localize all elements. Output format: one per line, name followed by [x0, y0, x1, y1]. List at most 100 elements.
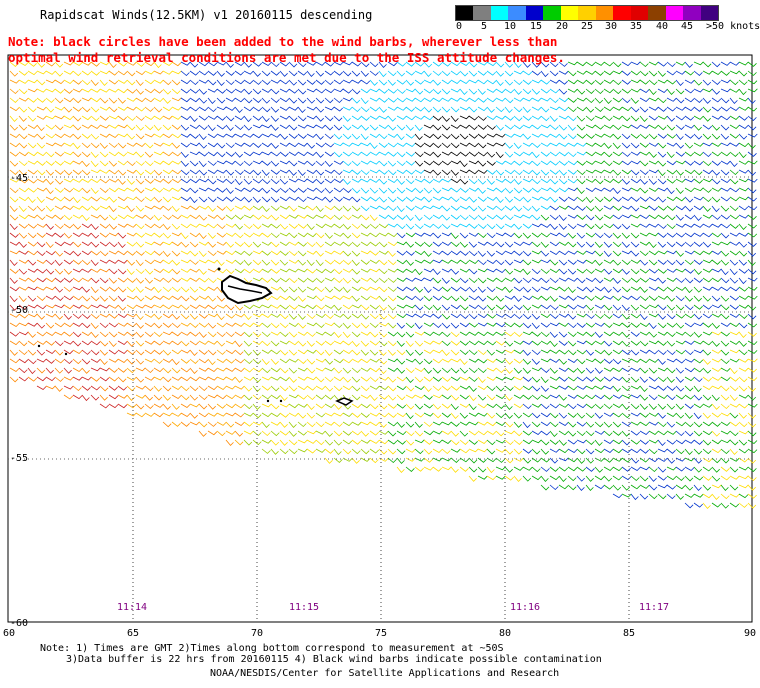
wind-barb — [378, 394, 388, 400]
wind-barb — [162, 322, 172, 328]
wind-barb — [279, 223, 289, 230]
wind-barb — [180, 160, 189, 167]
wind-barb — [9, 124, 18, 131]
wind-barb — [198, 268, 207, 275]
wind-barb — [720, 106, 730, 112]
wind-barb — [648, 142, 659, 147]
wind-barb — [603, 349, 613, 356]
wind-barb — [657, 160, 667, 167]
wind-barb — [666, 295, 675, 302]
wind-barb — [162, 151, 173, 157]
wind-barb — [549, 403, 560, 409]
wind-barb — [396, 106, 407, 111]
wind-barb — [441, 223, 451, 230]
wind-barb — [126, 61, 137, 66]
wind-barb — [612, 187, 621, 194]
wind-barb — [234, 313, 245, 318]
wind-barb — [378, 286, 388, 293]
wind-barb — [333, 331, 342, 338]
wind-barb — [324, 376, 334, 383]
wind-barb — [531, 88, 540, 95]
wind-barb — [162, 286, 172, 293]
wind-barb — [441, 133, 451, 139]
wind-barb — [207, 223, 218, 229]
wind-barb — [621, 322, 631, 328]
wind-barb — [126, 367, 136, 374]
wind-barb — [45, 97, 55, 103]
wind-barb — [288, 151, 299, 157]
wind-barb — [99, 376, 110, 382]
wind-barb — [531, 160, 541, 167]
wind-barb — [711, 484, 722, 489]
wind-barb — [747, 133, 758, 138]
wind-barb — [171, 394, 182, 399]
wind-barb — [486, 79, 497, 85]
wind-barb — [720, 124, 730, 131]
wind-barb — [54, 376, 64, 382]
wind-barb — [252, 331, 262, 338]
wind-barb — [675, 385, 685, 392]
wind-barb — [450, 88, 461, 93]
wind-barb — [441, 268, 452, 273]
wind-barb — [270, 430, 280, 437]
wind-barb — [36, 142, 46, 149]
wind-barb — [396, 340, 405, 347]
wind-barb — [189, 214, 200, 220]
wind-barb — [576, 115, 586, 122]
wind-barb — [549, 394, 560, 399]
wind-barb — [423, 385, 432, 392]
wind-barb — [153, 133, 164, 138]
wind-barb — [162, 412, 173, 417]
wind-barb — [657, 106, 667, 112]
wind-barb — [81, 268, 92, 273]
wind-barb — [234, 430, 243, 437]
wind-barb — [594, 286, 605, 292]
wind-barb — [684, 502, 694, 509]
wind-barb — [558, 106, 569, 112]
wind-barb — [117, 295, 126, 302]
wind-barb — [648, 151, 657, 158]
wind-barb — [189, 124, 200, 129]
wind-barb — [540, 241, 549, 248]
wind-barb — [234, 340, 243, 348]
wind-barb — [468, 268, 478, 275]
wind-barb — [657, 403, 666, 410]
wind-barb — [405, 340, 414, 347]
wind-barb — [612, 475, 623, 481]
wind-barb — [540, 322, 550, 328]
wind-barb — [504, 457, 514, 464]
wind-barb — [297, 295, 306, 302]
wind-barb — [441, 106, 451, 113]
wind-barb — [504, 79, 514, 86]
wind-barb — [306, 142, 315, 149]
wind-barb — [18, 133, 28, 140]
wind-barb — [207, 277, 217, 284]
wind-barb — [108, 124, 119, 129]
wind-barb — [648, 349, 659, 355]
wind-barb — [423, 304, 433, 311]
wind-barb — [27, 349, 37, 356]
wind-barb — [540, 385, 549, 392]
wind-barb — [684, 457, 695, 462]
wind-barb — [468, 457, 478, 464]
wind-barb — [387, 286, 397, 292]
wind-barb — [171, 214, 182, 220]
wind-barb — [666, 214, 676, 221]
wind-barb — [216, 430, 226, 437]
wind-barb — [585, 295, 595, 301]
wind-barb — [702, 484, 711, 491]
wind-barb — [81, 340, 92, 346]
wind-barb — [450, 304, 461, 310]
wind-barb — [288, 268, 299, 273]
wind-barb — [738, 394, 749, 399]
wind-barb — [594, 88, 604, 95]
wind-barb — [531, 205, 540, 212]
wind-barb — [639, 376, 648, 383]
wind-barb — [612, 178, 622, 184]
wind-barb — [711, 313, 722, 318]
wind-barb — [27, 259, 37, 266]
wind-barb — [630, 385, 641, 390]
wind-barb — [576, 232, 586, 239]
wind-barb — [369, 214, 378, 221]
wind-barb — [180, 178, 191, 184]
